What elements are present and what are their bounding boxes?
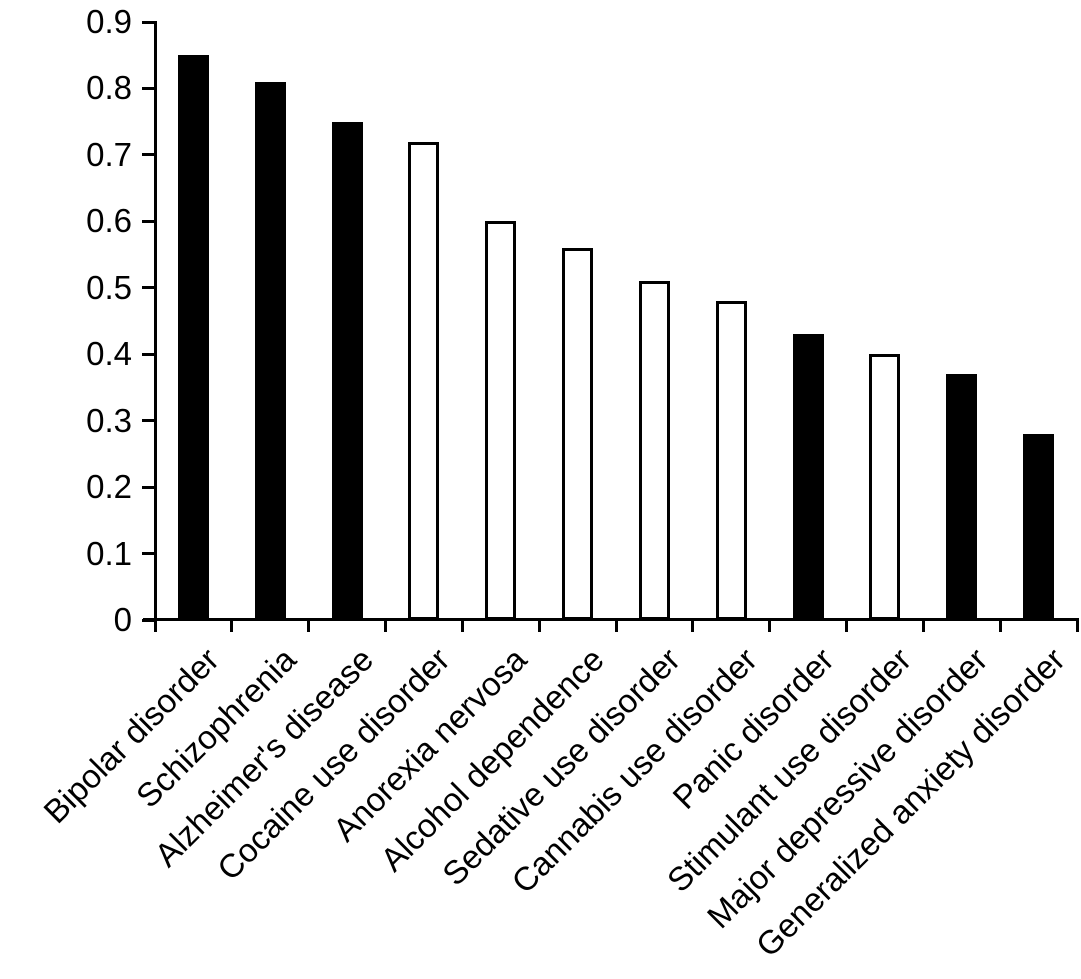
y-tick-0.3 [142,419,155,423]
x-tick-9 [845,620,848,632]
bar-anorexia-nervosa [485,221,517,620]
x-tick-6 [614,620,618,632]
bar-cocaine-use-disorder [408,141,440,620]
y-tick-label-0.3: 0.3 [86,401,132,439]
bar-panic-disorder [792,334,824,620]
bar-sedative-use-disorder [638,281,670,620]
x-tick-4 [460,620,464,632]
y-tick-0.5 [142,286,155,290]
bar-generalized-anxiety-disorder [1023,433,1055,620]
x-tick-11 [998,620,1002,632]
bar-cannabis-use-disorder [715,301,747,620]
y-tick-0.2 [142,485,155,489]
bar-bipolar-disorder [177,55,209,620]
y-tick-label-0.7: 0.7 [86,135,132,173]
y-tick-label-0: 0 [113,601,132,638]
bar-alzheimer-s-disease [331,121,363,620]
y-tick-0 [142,618,155,622]
bar-major-depressive-disorder [946,374,978,620]
x-tick-7 [691,620,695,632]
x-axis-line [143,618,1079,621]
x-tick-1 [230,620,234,632]
x-tick-2 [307,620,311,632]
y-tick-label-0.4: 0.4 [86,335,132,373]
y-tick-label-0.5: 0.5 [86,268,132,306]
y-axis-line [154,21,157,621]
x-tick-5 [537,620,541,632]
bar-stimulant-use-disorder [869,354,901,620]
x-tick-10 [921,620,925,632]
y-tick-label-0.2: 0.2 [86,468,132,506]
y-tick-0.6 [142,219,155,223]
y-tick-0.1 [142,552,155,556]
y-tick-0.8 [142,86,155,90]
x-tick-3 [384,620,387,632]
bar-alcohol-dependence [562,247,594,620]
y-tick-0.9 [142,20,155,24]
y-tick-label-0.6: 0.6 [86,202,132,240]
y-tick-0.7 [142,153,155,157]
y-tick-0.4 [142,352,155,356]
x-tick-12 [1075,620,1079,632]
bar-schizophrenia [254,81,286,620]
x-tick-0 [153,620,157,632]
y-tick-label-0.8: 0.8 [86,69,132,107]
y-tick-label-0.9: 0.9 [86,3,132,40]
x-tick-8 [768,620,772,632]
y-tick-label-0.1: 0.1 [86,534,132,572]
